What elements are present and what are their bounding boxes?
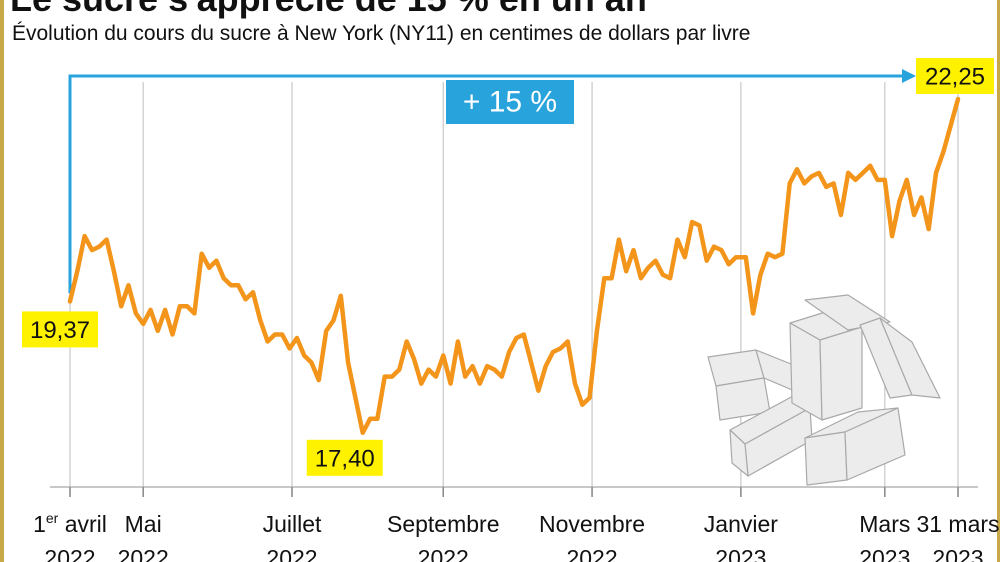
low-callout: 17,40 <box>306 439 383 476</box>
low-value-label: 17,40 <box>315 445 375 472</box>
x-tick-year: 2022 <box>418 545 469 562</box>
arrow-head-icon <box>902 69 916 83</box>
chart-title: Le sucre s'apprécie de 15 % en un an <box>10 0 647 20</box>
x-tick-year: 2022 <box>266 545 317 562</box>
x-axis-ticks: 1er avril 2022 Mai 2022 Juillet 2022 Septembre… <box>33 487 1000 562</box>
x-tick-year: 2022 <box>44 545 95 562</box>
x-tick-label: Mai <box>125 511 162 537</box>
x-tick-year: 2023 <box>859 545 910 562</box>
x-tick-label: Novembre <box>539 511 645 537</box>
x-tick-label: Janvier <box>704 511 778 537</box>
x-tick-label: 31 mars <box>916 511 999 537</box>
x-tick-label: Septembre <box>387 511 500 537</box>
frame-left-border <box>0 0 4 562</box>
change-label: + 15 % <box>463 86 557 119</box>
x-tick-label: 1er avril <box>33 510 107 537</box>
end-value-label: 22,25 <box>925 64 985 91</box>
x-tick-year: 2022 <box>118 545 169 562</box>
x-tick-label: Juillet <box>263 511 322 537</box>
data-points <box>69 99 959 433</box>
x-tick-year: 2023 <box>715 545 766 562</box>
sugar-price-series <box>67 96 961 436</box>
start-callout: 19,37 <box>22 311 98 348</box>
x-tick-label: Mars <box>859 511 910 537</box>
chart-subtitle: Évolution du cours du sucre à New York (… <box>12 22 751 45</box>
change-arrow <box>68 74 906 294</box>
end-callout: 22,25 <box>916 58 994 94</box>
x-tick-year: 2023 <box>932 545 983 562</box>
frame-right-border <box>997 0 1000 562</box>
x-tick-year: 2022 <box>566 545 617 562</box>
change-badge: + 15 % <box>446 80 574 124</box>
sugar-cubes-icon <box>707 294 941 486</box>
start-value-label: 19,37 <box>30 317 90 344</box>
